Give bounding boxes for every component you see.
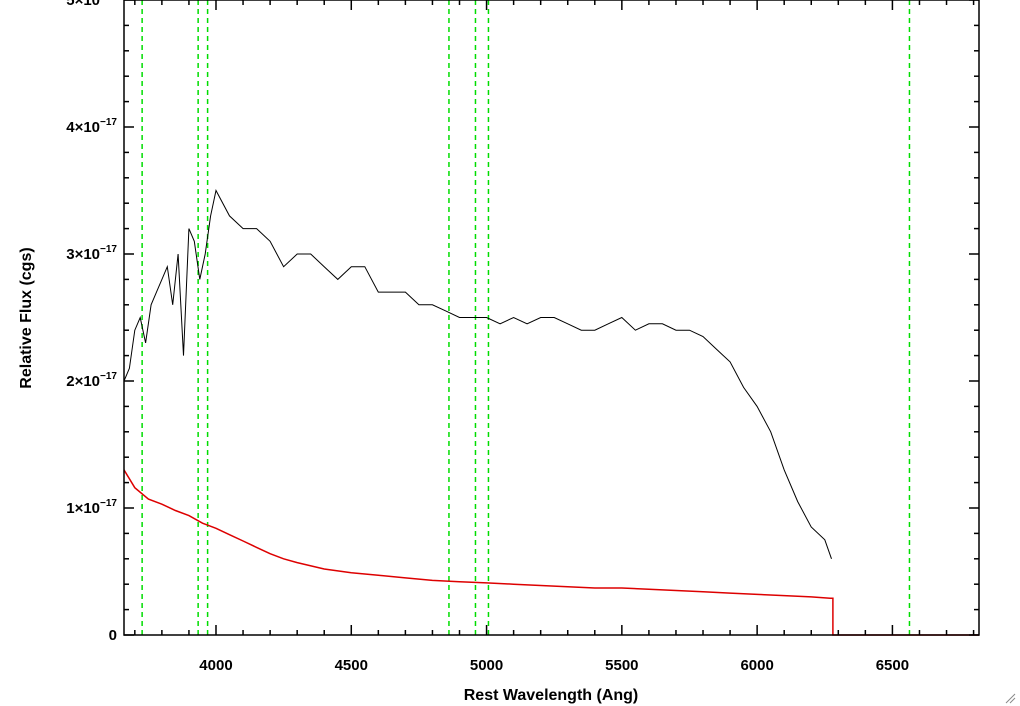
x-tick-label: 4500 xyxy=(335,657,368,674)
x-tick-label: 5500 xyxy=(605,657,638,674)
data-series xyxy=(123,189,979,636)
x-tick-label: 6000 xyxy=(740,657,773,674)
plot-frame xyxy=(123,0,980,636)
tick-marks xyxy=(124,0,979,636)
y-tick-labels: 0 1×10−17 2×10−17 3×10−17 4×10−17 5×10−17 xyxy=(66,0,117,644)
y-tick-label: 4×10−17 xyxy=(66,117,117,136)
y-tick-label: 0 xyxy=(109,627,117,644)
resize-grip-icon[interactable] xyxy=(1002,690,1016,704)
x-tick-label: 5000 xyxy=(470,657,503,674)
series-line-2 xyxy=(123,469,979,636)
reference-lines xyxy=(141,0,911,635)
series-line-1 xyxy=(123,189,832,559)
y-tick-label: 2×10−17 xyxy=(66,371,117,390)
y-tick-label: 3×10−17 xyxy=(66,244,117,263)
x-tick-label: 6500 xyxy=(876,657,909,674)
x-tick-labels: 4000 4500 5000 5500 6000 6500 xyxy=(199,657,909,674)
y-tick-label: 1×10−17 xyxy=(66,498,117,517)
y-axis-title: Relative Flux (cgs) xyxy=(18,247,35,388)
y-tick-label: 5×10−17 xyxy=(66,0,117,9)
x-tick-label: 4000 xyxy=(199,657,232,674)
x-axis-title: Rest Wavelength (Ang) xyxy=(464,687,639,704)
